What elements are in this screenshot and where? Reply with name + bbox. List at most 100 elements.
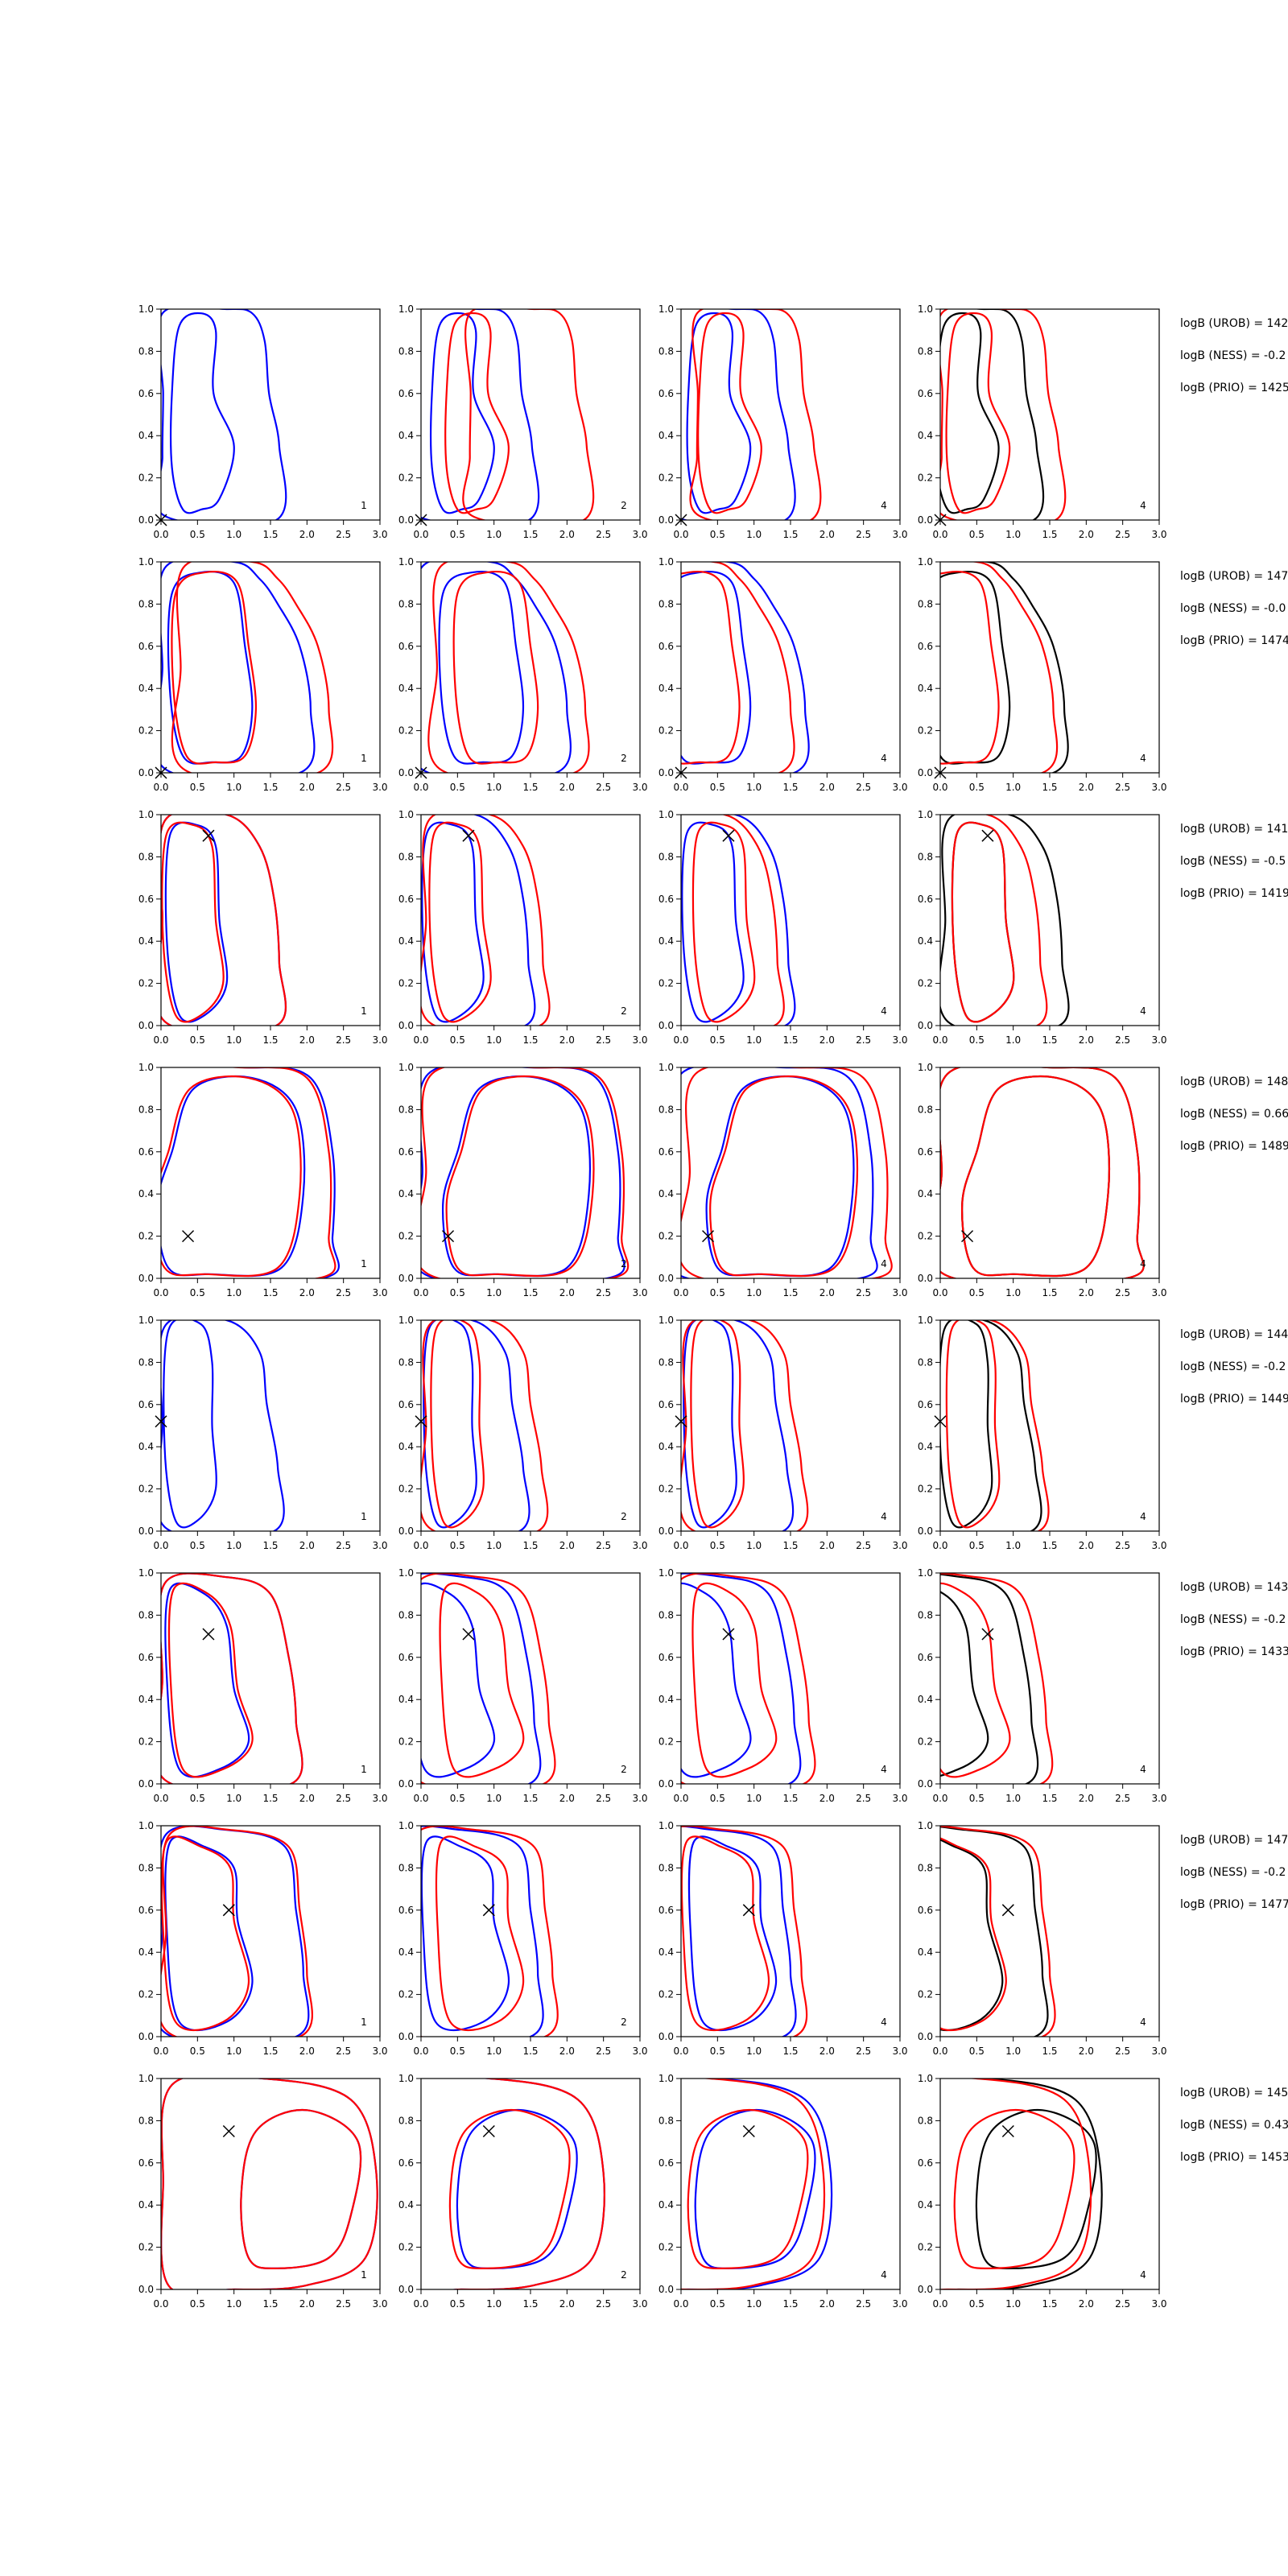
logb-annotation: logB (UROB) = 145 bbox=[1180, 2087, 1288, 2099]
contour-b-outer bbox=[940, 2079, 1092, 2289]
marker-x bbox=[1001, 2124, 1014, 2138]
x-tick-label: 2.5 bbox=[596, 2298, 611, 2310]
logb-annotation: logB (UROB) = 147 bbox=[1180, 1834, 1288, 1847]
x-tick-label: 2.5 bbox=[596, 782, 611, 793]
marker-x bbox=[934, 514, 947, 526]
contour-group bbox=[940, 562, 1069, 773]
x-tick-label: 3.0 bbox=[372, 2046, 387, 2057]
contour-b-inner bbox=[945, 1320, 1001, 1529]
y-tick-label: 0.6 bbox=[138, 2157, 154, 2169]
y-tick-label: 0.4 bbox=[398, 935, 414, 947]
y-tick-label: 0.6 bbox=[398, 2157, 414, 2169]
marker-x bbox=[934, 766, 947, 779]
y-tick-label: 1.0 bbox=[398, 556, 414, 568]
y-tick-label: 1.0 bbox=[918, 1062, 933, 1073]
contour-a-outer bbox=[421, 309, 540, 520]
x-tick-label: 1.5 bbox=[262, 1287, 278, 1298]
x-tick-label: 0.5 bbox=[969, 1034, 985, 1046]
x-tick-label: 2.0 bbox=[299, 782, 315, 793]
y-tick-label: 1.0 bbox=[918, 1820, 933, 1831]
contour-a-outer bbox=[681, 309, 796, 520]
x-tick-label: 0.0 bbox=[932, 1287, 947, 1298]
x-tick-label: 0.5 bbox=[969, 1793, 985, 1804]
y-tick-label: 0.0 bbox=[658, 1020, 674, 1031]
x-tick-label: 0.5 bbox=[450, 1287, 465, 1298]
y-tick-label: 0.2 bbox=[398, 1231, 414, 1242]
y-tick-label: 0.8 bbox=[138, 1104, 154, 1115]
contour-b-outer bbox=[681, 1320, 809, 1531]
marker-x bbox=[702, 1230, 715, 1243]
x-tick-label: 2.5 bbox=[1115, 1793, 1130, 1804]
x-tick-label: 1.5 bbox=[522, 1540, 538, 1551]
contour-b-outer bbox=[421, 1573, 556, 1784]
x-tick-label: 1.5 bbox=[1042, 1034, 1057, 1046]
y-tick-label: 0.8 bbox=[658, 598, 674, 609]
axes-frame bbox=[160, 1067, 381, 1279]
panel-label: 2 bbox=[621, 753, 627, 764]
x-tick-label: 1.0 bbox=[746, 529, 762, 540]
y-tick-label: 0.2 bbox=[398, 725, 414, 737]
x-tick-label: 2.0 bbox=[819, 2046, 835, 2057]
x-tick-label: 0.5 bbox=[710, 1793, 725, 1804]
y-tick-label: 0.6 bbox=[658, 894, 674, 905]
contour-b-outer bbox=[226, 1067, 336, 1278]
marker-x bbox=[155, 766, 167, 779]
x-tick-label: 2.0 bbox=[299, 2046, 315, 2057]
y-tick-label: 1.0 bbox=[918, 2073, 933, 2084]
y-tick-label: 0.4 bbox=[918, 1946, 933, 1958]
x-tick-label: 3.0 bbox=[1151, 1287, 1166, 1298]
x-tick-label: 0.5 bbox=[710, 2046, 725, 2057]
y-tick-label: 0.6 bbox=[658, 641, 674, 652]
y-tick-label: 0.0 bbox=[658, 1778, 674, 1790]
x-tick-label: 0.5 bbox=[450, 1034, 465, 1046]
logb-annotation: logB (NESS) = -0.2 bbox=[1180, 1613, 1286, 1626]
contour-b-inner bbox=[691, 1582, 778, 1778]
axes-frame bbox=[160, 1572, 381, 1785]
x-tick-label: 0.5 bbox=[710, 529, 725, 540]
y-tick-label: 0.0 bbox=[918, 1273, 933, 1284]
marker-x bbox=[462, 1628, 475, 1641]
contour-group bbox=[161, 562, 334, 773]
y-tick-label: 0.2 bbox=[138, 473, 154, 484]
contour-group bbox=[161, 1067, 340, 1278]
x-tick-label: 0.5 bbox=[710, 1034, 725, 1046]
x-tick-label: 3.0 bbox=[632, 1793, 647, 1804]
axes-frame bbox=[680, 308, 901, 521]
x-tick-label: 2.5 bbox=[596, 1540, 611, 1551]
x-tick-label: 0.5 bbox=[190, 2298, 205, 2310]
y-tick-label: 0.4 bbox=[658, 430, 674, 441]
contour-b-inner bbox=[161, 1075, 302, 1278]
contour-a-outer bbox=[681, 815, 796, 1026]
x-tick-label: 1.5 bbox=[522, 1287, 538, 1298]
y-tick-label: 1.0 bbox=[138, 1567, 154, 1579]
y-tick-label: 0.6 bbox=[398, 641, 414, 652]
y-tick-label: 0.8 bbox=[918, 851, 933, 862]
contour-a-outer bbox=[681, 1573, 802, 1784]
contour-b-inner bbox=[240, 2108, 362, 2270]
y-tick-label: 0.8 bbox=[658, 1862, 674, 1873]
x-tick-label: 1.0 bbox=[226, 2298, 242, 2310]
y-tick-label: 1.0 bbox=[138, 1820, 154, 1831]
x-tick-label: 1.0 bbox=[486, 1793, 502, 1804]
panel-label: 4 bbox=[1140, 1258, 1146, 1269]
contour-a-outer bbox=[972, 309, 1045, 520]
x-tick-label: 1.5 bbox=[522, 1793, 538, 1804]
y-tick-label: 0.4 bbox=[918, 1441, 933, 1452]
marker-x bbox=[155, 1415, 167, 1428]
x-tick-label: 3.0 bbox=[1151, 529, 1166, 540]
y-tick-label: 0.8 bbox=[658, 1104, 674, 1115]
axes-frame bbox=[420, 2078, 641, 2290]
x-tick-label: 1.0 bbox=[486, 1287, 502, 1298]
x-tick-label: 1.0 bbox=[1005, 1540, 1021, 1551]
y-tick-label: 0.4 bbox=[138, 683, 154, 694]
x-tick-label: 2.5 bbox=[336, 2046, 351, 2057]
contour-group bbox=[421, 1826, 559, 2037]
contour-a-outer bbox=[940, 1067, 1145, 1278]
y-tick-label: 0.4 bbox=[918, 683, 933, 694]
contour-b-outer bbox=[689, 309, 822, 520]
y-tick-label: 0.0 bbox=[918, 2284, 933, 2295]
x-tick-label: 3.0 bbox=[632, 1034, 647, 1046]
x-tick-label: 0.5 bbox=[190, 1287, 205, 1298]
y-tick-label: 0.2 bbox=[658, 1231, 674, 1242]
contour-b-inner bbox=[161, 1835, 250, 2032]
